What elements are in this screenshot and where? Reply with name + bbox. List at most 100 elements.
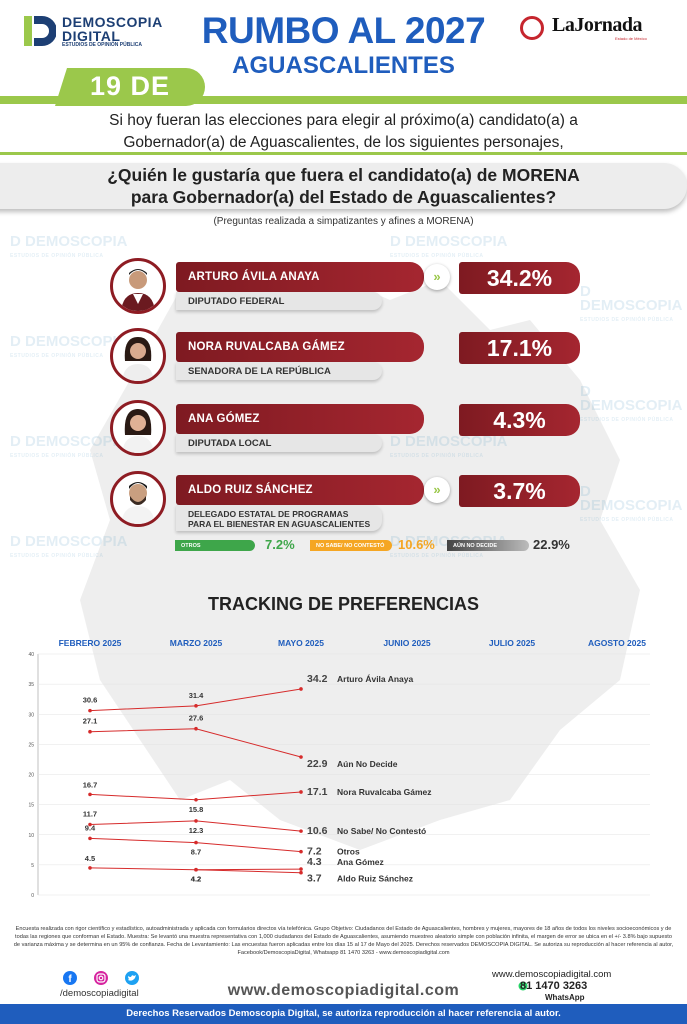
data-point — [299, 790, 303, 794]
data-point — [299, 867, 303, 871]
data-point — [88, 708, 92, 713]
series-label: Aldo Ruiz Sánchez — [337, 874, 413, 884]
candidate-role: DIPUTADA LOCAL — [176, 434, 382, 452]
date-badge — [55, 68, 205, 106]
candidate-percentage: 17.1% — [459, 332, 580, 364]
website-link[interactable]: www.demoscopiadigital.com — [227, 982, 460, 999]
data-label: 22.9 — [307, 758, 328, 770]
data-label: 27.6 — [189, 714, 204, 723]
website-link-right[interactable]: www.demoscopiadigital.com — [492, 969, 612, 980]
chevron-double-right-icon: » — [424, 264, 450, 290]
candidate-row: ANA GÓMEZ DIPUTADA LOCAL 4.3% — [110, 400, 580, 460]
y-tick-label: 30 — [28, 712, 34, 718]
sample-note: (Preguntas realizada a simpatizantes y a… — [213, 216, 474, 227]
social-icons: f — [63, 971, 139, 985]
data-label: 4.5 — [85, 854, 95, 863]
avatar — [110, 471, 166, 527]
data-label: 9.4 — [85, 823, 96, 832]
facebook-icon: f — [63, 971, 77, 985]
series-label: Otros — [337, 847, 360, 857]
data-label: 15.8 — [189, 805, 204, 814]
candidate-name: ALDO RUIZ SÁNCHEZ — [176, 475, 424, 505]
x-tick-label: FEBRERO 2025 — [59, 638, 122, 648]
brand-line1: DEMOSCOPIA — [62, 14, 163, 30]
data-label: 30.6 — [83, 696, 98, 705]
series-label: Nora Ruvalcaba Gámez — [337, 787, 431, 797]
data-point — [194, 726, 198, 731]
x-tick-label: AGOSTO 2025 — [588, 638, 646, 648]
data-label: 4.3 — [307, 856, 322, 868]
y-tick-label: 0 — [31, 893, 34, 899]
social-handle: /demoscopiadigital — [60, 988, 139, 999]
data-label: 31.4 — [189, 691, 204, 700]
y-tick-label: 25 — [28, 742, 34, 748]
data-point — [194, 798, 198, 802]
instagram-icon — [94, 971, 108, 985]
no-sabe-bar: NO SABE/ NO CONTESTÓ — [310, 540, 392, 551]
avatar — [110, 400, 166, 456]
series-line — [89, 728, 302, 758]
y-tick-label: 5 — [31, 863, 34, 869]
data-point — [299, 829, 303, 833]
data-point — [88, 729, 92, 734]
data-label: 34.2 — [307, 673, 328, 685]
data-point — [88, 836, 92, 841]
page-subtitle: AGUASCALIENTES — [232, 52, 455, 79]
page-title: RUMBO AL 2027 — [201, 10, 486, 51]
tracking-chart: 0 5 10 15 20 25 30 35 40 FEBRERO 2025 MARZO 2025 MA… — [28, 638, 650, 899]
candidate-role: DIPUTADO FEDERAL — [176, 292, 382, 310]
chevron-double-right-icon: » — [424, 477, 450, 503]
data-label: 12.3 — [189, 826, 204, 835]
methodology-disclaimer: Encuesta realizada con rigor científico … — [13, 926, 674, 956]
candidate-role: DELEGADO ESTATAL DE PROGRAMAS PARA EL BI… — [176, 505, 382, 531]
candidate-row: ALDO RUIZ SÁNCHEZ DELEGADO ESTATAL DE PR… — [110, 471, 580, 531]
candidate-name: ARTURO ÁVILA ANAYA — [176, 262, 424, 292]
data-label: 3.7 — [307, 873, 322, 885]
others-row: OTROS 7.2% NO SABE/ NO CONTESTÓ 10.6% AÚ… — [175, 537, 575, 555]
data-point — [299, 687, 303, 691]
data-point — [88, 792, 92, 797]
lajornada-logo-icon — [520, 16, 544, 40]
candidate-name: NORA RUVALCABA GÁMEZ — [176, 332, 424, 362]
x-tick-label: JUNIO 2025 — [383, 638, 431, 648]
data-point — [194, 704, 198, 708]
question-text: ¿Quién le gustaría que fuera el candidat… — [107, 165, 580, 207]
data-point — [88, 866, 92, 870]
y-tick-label: 10 — [28, 833, 34, 839]
partner-sub: Estado de México — [615, 36, 647, 41]
others-value: 7.2% — [265, 537, 295, 552]
tracking-title: TRACKING DE PREFERENCIAS — [207, 594, 480, 614]
candidate-percentage: 34.2% — [459, 262, 580, 294]
data-point — [194, 867, 198, 872]
data-label: 4.2 — [191, 875, 201, 884]
data-point — [194, 840, 198, 845]
data-point — [299, 755, 303, 759]
candidate-percentage: 4.3% — [459, 404, 580, 436]
others-bar: OTROS — [175, 540, 255, 551]
x-tick-label: MARZO 2025 — [170, 638, 223, 648]
candidate-row: ARTURO ÁVILA ANAYA DIPUTADO FEDERAL » 34… — [110, 258, 580, 318]
aun-no-decide-bar: AÚN NO DECIDE — [447, 540, 529, 551]
data-label: 27.1 — [83, 717, 98, 726]
whatsapp-number: 81 1470 3263 — [520, 980, 588, 992]
data-label: 11.7 — [83, 810, 97, 819]
data-point — [299, 870, 303, 875]
data-label: 4.2 — [191, 875, 201, 884]
header-divider — [0, 96, 687, 104]
x-tick-label: JULIO 2025 — [489, 638, 536, 648]
series-label: Aún No Decide — [337, 759, 398, 769]
candidate-name: ANA GÓMEZ — [176, 404, 424, 434]
data-label: 10.6 — [307, 825, 328, 837]
twitter-icon — [125, 971, 139, 985]
series-line — [195, 869, 302, 874]
data-label: 17.1 — [307, 786, 328, 798]
data-point — [194, 819, 198, 823]
y-tick-label: 20 — [28, 773, 34, 779]
